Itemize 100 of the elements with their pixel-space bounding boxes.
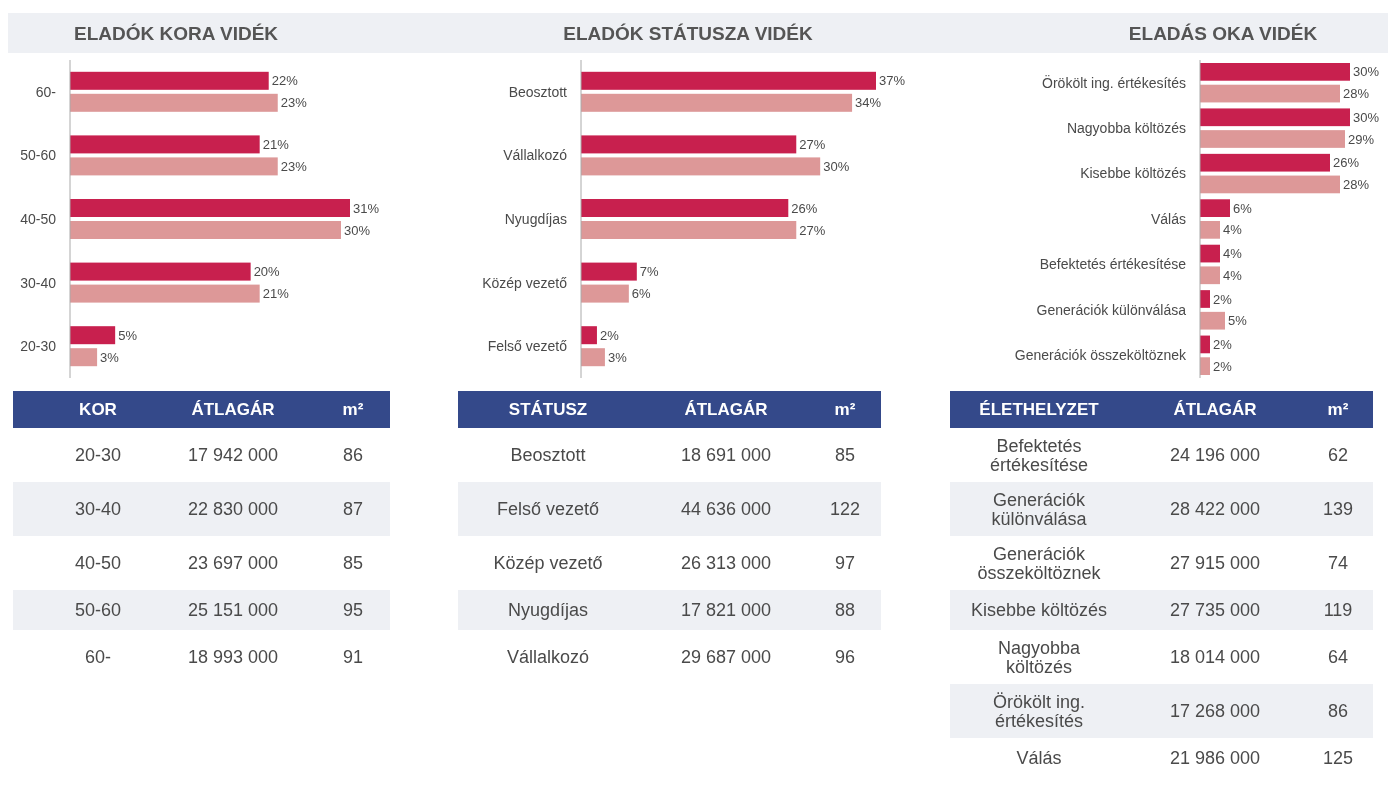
data-label: 74 <box>1327 553 1349 574</box>
data-label: 24 196 000 <box>1169 445 1261 466</box>
bar <box>581 157 821 176</box>
bar <box>70 199 350 217</box>
text: ÁTLAGÁR <box>684 400 768 420</box>
bar <box>70 93 278 112</box>
data-label: 18 014 000 <box>1169 647 1261 668</box>
y-tick-label: Felső vezető <box>487 338 568 355</box>
data-label: 95 <box>342 600 364 621</box>
data-label: 2% <box>1213 291 1233 307</box>
data-label: 27 735 000 <box>1169 600 1261 621</box>
bar <box>1200 311 1225 330</box>
data-label: 28% <box>1343 86 1370 102</box>
chart-title: ELADÁS OKA VIDÉK <box>1128 22 1318 44</box>
data-label: 88 <box>834 600 856 621</box>
category-label: 50-60 <box>74 600 122 621</box>
category-label: Kisebbe költözés <box>970 600 1108 621</box>
y-tick-label: Közép vezető <box>482 274 568 291</box>
y-tick-label: 20-30 <box>20 338 57 355</box>
bar <box>581 199 789 217</box>
data-label: 85 <box>834 445 856 466</box>
data-label: 85 <box>342 553 364 574</box>
data-label: 28 422 000 <box>1169 499 1261 520</box>
y-tick-label: Örökölt ing. értékesítés <box>1042 73 1186 91</box>
y-tick-label: Kisebbe költözés <box>1080 165 1186 182</box>
bar <box>581 71 876 90</box>
data-label: 97 <box>834 553 856 574</box>
bar <box>581 284 629 303</box>
data-label: 18 993 000 <box>187 647 279 668</box>
bar <box>1200 244 1220 263</box>
bar <box>70 284 260 303</box>
text: ÁTLAGÁR <box>1173 400 1257 420</box>
data-label: 4% <box>1223 222 1243 238</box>
data-label: 3% <box>607 349 628 365</box>
data-label: 30% <box>823 158 850 174</box>
text: ÁTLAGÁR <box>191 400 275 420</box>
bar <box>581 326 597 345</box>
bar <box>581 93 853 112</box>
y-tick-label: Nyugdíjas <box>504 210 567 227</box>
y-tick-label: Beosztott <box>508 83 568 100</box>
bar <box>1200 221 1220 239</box>
data-label: 20% <box>253 264 281 280</box>
data-label: 7% <box>639 264 660 280</box>
text: KOR <box>79 400 117 420</box>
text: STÁTUSZ <box>508 400 588 420</box>
text: m² <box>1327 400 1349 420</box>
category-label: Generációk összeköltöznek <box>977 543 1102 583</box>
data-label: 34% <box>855 95 882 111</box>
data-label: 18 691 000 <box>680 445 772 466</box>
data-label: 21% <box>262 286 290 302</box>
category-label: Válás <box>1016 748 1062 769</box>
y-tick-label: Generációk összeköltöznek <box>1014 347 1187 364</box>
category-label: 60- <box>84 647 112 668</box>
data-label: 21% <box>262 136 290 152</box>
y-tick-label: Vállalkozó <box>503 147 568 164</box>
chart-title: ELADÓK STÁTUSZA VIDÉK <box>563 22 814 44</box>
bar <box>1200 63 1350 81</box>
data-label: 44 636 000 <box>680 499 772 520</box>
data-label: 23% <box>280 95 308 111</box>
data-label: 22 830 000 <box>187 499 279 520</box>
data-label: 91 <box>342 647 364 668</box>
data-label: 27% <box>799 222 826 238</box>
data-label: 26% <box>1333 155 1360 171</box>
category-label: Nagyobba költözés <box>997 637 1082 677</box>
data-label: 119 <box>1323 600 1353 621</box>
category-label: 20-30 <box>74 445 122 466</box>
data-label: 4% <box>1223 267 1243 283</box>
category-label: Generációk különválása <box>991 489 1088 529</box>
bar <box>1200 153 1330 172</box>
y-tick-label: 50-60 <box>20 147 57 164</box>
data-label: 86 <box>1327 701 1349 722</box>
data-label: 30% <box>343 222 371 238</box>
data-label: 23% <box>280 158 308 174</box>
bar <box>1200 199 1230 217</box>
text: m² <box>834 400 856 420</box>
data-label: 5% <box>1228 313 1248 329</box>
data-label: 29% <box>1348 131 1375 147</box>
bar <box>581 348 605 367</box>
bar <box>1200 357 1210 375</box>
bar <box>70 135 260 154</box>
y-tick-label: Generációk különválása <box>1036 301 1187 318</box>
data-label: 28% <box>1343 176 1370 192</box>
bar <box>70 262 251 281</box>
text: m² <box>342 400 364 420</box>
data-label: 5% <box>118 327 138 343</box>
data-label: 26 313 000 <box>680 553 772 574</box>
data-label: 17 821 000 <box>680 600 772 621</box>
bar <box>70 71 269 90</box>
bar <box>1200 84 1340 103</box>
data-label: 2% <box>1213 336 1233 352</box>
data-label: 27% <box>799 136 826 152</box>
bar <box>1200 266 1220 285</box>
data-label: 17 268 000 <box>1169 701 1261 722</box>
bar <box>1200 290 1210 308</box>
data-label: 86 <box>342 445 364 466</box>
data-label: 37% <box>879 73 906 89</box>
category-label: Befektetés értékesítése <box>989 435 1089 475</box>
data-label: 87 <box>342 499 364 520</box>
bar <box>1200 175 1340 194</box>
data-label: 25 151 000 <box>187 600 279 621</box>
